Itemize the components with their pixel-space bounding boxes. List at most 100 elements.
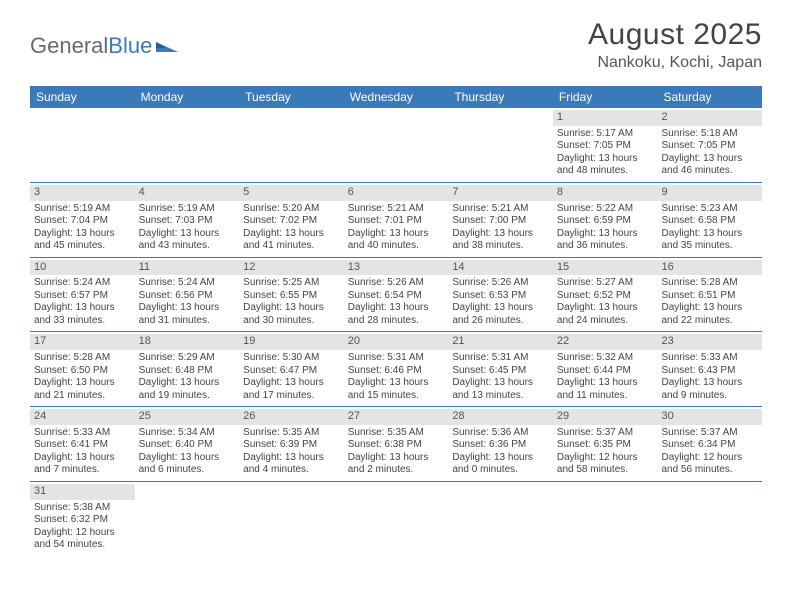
- daylight-text: and 0 minutes.: [452, 464, 549, 477]
- daylight-text: Daylight: 13 hours: [661, 377, 758, 390]
- day-cell: 11Sunrise: 5:24 AMSunset: 6:56 PMDayligh…: [135, 258, 240, 332]
- day-number: 20: [344, 334, 449, 350]
- day-number: 2: [657, 110, 762, 126]
- sunset-text: Sunset: 7:04 PM: [34, 215, 131, 228]
- day-number: 10: [30, 260, 135, 276]
- daylight-text: Daylight: 13 hours: [139, 452, 236, 465]
- day-number: 18: [135, 334, 240, 350]
- sunrise-text: Sunrise: 5:28 AM: [661, 277, 758, 290]
- daylight-text: Daylight: 12 hours: [661, 452, 758, 465]
- title-block: August 2025 Nankoku, Kochi, Japan: [588, 18, 762, 72]
- daylight-text: and 2 minutes.: [348, 464, 445, 477]
- daylight-text: and 31 minutes.: [139, 315, 236, 328]
- daylight-text: and 36 minutes.: [557, 240, 654, 253]
- sunrise-text: Sunrise: 5:23 AM: [661, 203, 758, 216]
- sunset-text: Sunset: 6:34 PM: [661, 439, 758, 452]
- day-cell: 4Sunrise: 5:19 AMSunset: 7:03 PMDaylight…: [135, 183, 240, 257]
- daylight-text: and 45 minutes.: [34, 240, 131, 253]
- sunrise-text: Sunrise: 5:25 AM: [243, 277, 340, 290]
- sunrise-text: Sunrise: 5:37 AM: [557, 427, 654, 440]
- day-cell: 22Sunrise: 5:32 AMSunset: 6:44 PMDayligh…: [553, 332, 658, 406]
- sunset-text: Sunset: 6:51 PM: [661, 290, 758, 303]
- daylight-text: and 30 minutes.: [243, 315, 340, 328]
- sunrise-text: Sunrise: 5:33 AM: [661, 352, 758, 365]
- day-number: 9: [657, 185, 762, 201]
- sunrise-text: Sunrise: 5:22 AM: [557, 203, 654, 216]
- daylight-text: Daylight: 13 hours: [557, 377, 654, 390]
- daylight-text: and 46 minutes.: [661, 165, 758, 178]
- daylight-text: and 38 minutes.: [452, 240, 549, 253]
- day-cell: 16Sunrise: 5:28 AMSunset: 6:51 PMDayligh…: [657, 258, 762, 332]
- sunrise-text: Sunrise: 5:26 AM: [452, 277, 549, 290]
- sunset-text: Sunset: 6:41 PM: [34, 439, 131, 452]
- sunset-text: Sunset: 7:00 PM: [452, 215, 549, 228]
- daylight-text: Daylight: 13 hours: [243, 228, 340, 241]
- day-cell: 15Sunrise: 5:27 AMSunset: 6:52 PMDayligh…: [553, 258, 658, 332]
- daylight-text: and 40 minutes.: [348, 240, 445, 253]
- empty-cell: [448, 482, 553, 556]
- sunrise-text: Sunrise: 5:31 AM: [452, 352, 549, 365]
- day-number: 30: [657, 409, 762, 425]
- sunset-text: Sunset: 6:53 PM: [452, 290, 549, 303]
- page-header: GeneralBlue August 2025 Nankoku, Kochi, …: [0, 0, 792, 80]
- empty-cell: [344, 482, 449, 556]
- sunrise-text: Sunrise: 5:30 AM: [243, 352, 340, 365]
- day-number: 4: [135, 185, 240, 201]
- day-number: 7: [448, 185, 553, 201]
- daylight-text: Daylight: 13 hours: [243, 377, 340, 390]
- empty-cell: [239, 108, 344, 182]
- week-row: 3Sunrise: 5:19 AMSunset: 7:04 PMDaylight…: [30, 183, 762, 258]
- day-cell: 27Sunrise: 5:35 AMSunset: 6:38 PMDayligh…: [344, 407, 449, 481]
- day-header: Wednesday: [344, 86, 449, 108]
- day-header: Friday: [553, 86, 658, 108]
- sunrise-text: Sunrise: 5:21 AM: [452, 203, 549, 216]
- day-number: 6: [344, 185, 449, 201]
- sunrise-text: Sunrise: 5:37 AM: [661, 427, 758, 440]
- sunset-text: Sunset: 6:55 PM: [243, 290, 340, 303]
- day-header: Tuesday: [239, 86, 344, 108]
- daylight-text: Daylight: 13 hours: [34, 228, 131, 241]
- sunrise-text: Sunrise: 5:19 AM: [34, 203, 131, 216]
- day-number: 8: [553, 185, 658, 201]
- daylight-text: Daylight: 13 hours: [452, 302, 549, 315]
- sunrise-text: Sunrise: 5:35 AM: [348, 427, 445, 440]
- sunrise-text: Sunrise: 5:24 AM: [34, 277, 131, 290]
- day-number: 11: [135, 260, 240, 276]
- daylight-text: and 33 minutes.: [34, 315, 131, 328]
- day-header-row: SundayMondayTuesdayWednesdayThursdayFrid…: [30, 86, 762, 108]
- week-row: 24Sunrise: 5:33 AMSunset: 6:41 PMDayligh…: [30, 407, 762, 482]
- day-number: 17: [30, 334, 135, 350]
- day-number: 28: [448, 409, 553, 425]
- sunrise-text: Sunrise: 5:26 AM: [348, 277, 445, 290]
- day-number: 22: [553, 334, 658, 350]
- sunset-text: Sunset: 6:58 PM: [661, 215, 758, 228]
- empty-cell: [657, 482, 762, 556]
- sunrise-text: Sunrise: 5:21 AM: [348, 203, 445, 216]
- day-cell: 8Sunrise: 5:22 AMSunset: 6:59 PMDaylight…: [553, 183, 658, 257]
- sunset-text: Sunset: 6:57 PM: [34, 290, 131, 303]
- day-cell: 30 Sunrise: 5:37 AMSunset: 6:34 PMDayligh…: [657, 407, 762, 481]
- day-header: Monday: [135, 86, 240, 108]
- sunrise-text: Sunrise: 5:35 AM: [243, 427, 340, 440]
- daylight-text: and 35 minutes.: [661, 240, 758, 253]
- daylight-text: Daylight: 13 hours: [34, 452, 131, 465]
- day-cell: 6Sunrise: 5:21 AMSunset: 7:01 PMDaylight…: [344, 183, 449, 257]
- sunset-text: Sunset: 6:39 PM: [243, 439, 340, 452]
- daylight-text: Daylight: 13 hours: [34, 377, 131, 390]
- empty-cell: [30, 108, 135, 182]
- daylight-text: Daylight: 13 hours: [139, 377, 236, 390]
- sunset-text: Sunset: 7:02 PM: [243, 215, 340, 228]
- day-number: 29: [553, 409, 658, 425]
- day-number: 25: [135, 409, 240, 425]
- empty-cell: [553, 482, 658, 556]
- day-cell: 13Sunrise: 5:26 AMSunset: 6:54 PMDayligh…: [344, 258, 449, 332]
- sunrise-text: Sunrise: 5:20 AM: [243, 203, 340, 216]
- daylight-text: and 11 minutes.: [557, 390, 654, 403]
- sunset-text: Sunset: 6:44 PM: [557, 365, 654, 378]
- day-cell: 17Sunrise: 5:28 AMSunset: 6:50 PMDayligh…: [30, 332, 135, 406]
- daylight-text: and 28 minutes.: [348, 315, 445, 328]
- daylight-text: and 48 minutes.: [557, 165, 654, 178]
- sunrise-text: Sunrise: 5:27 AM: [557, 277, 654, 290]
- sunrise-text: Sunrise: 5:31 AM: [348, 352, 445, 365]
- daylight-text: and 19 minutes.: [139, 390, 236, 403]
